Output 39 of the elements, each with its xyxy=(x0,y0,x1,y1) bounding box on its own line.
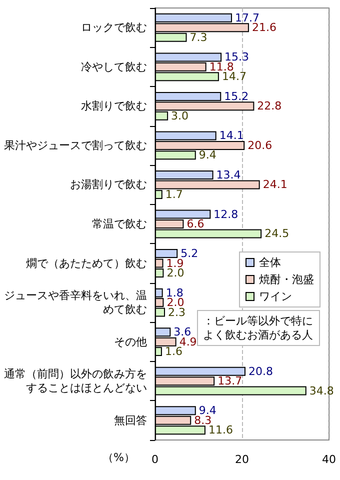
x-tick-label: 40 xyxy=(322,453,336,466)
data-label: 5.2 xyxy=(180,247,198,260)
y-tick-label: 無回答 xyxy=(114,414,147,427)
y-tick-label: 果汁やジュースで割って飲む xyxy=(4,138,147,152)
data-label: 2.3 xyxy=(168,306,186,319)
y-tick-label: ジュースや香辛料をいれ、温めて飲む xyxy=(4,289,147,316)
y-tick-label: ロックで飲む xyxy=(81,21,147,34)
data-label: 15.2 xyxy=(224,90,249,103)
annotation: ：ビール等以外で特によく飲むお酒がある人 xyxy=(203,314,313,342)
data-label: 24.5 xyxy=(264,227,290,240)
y-tick-label: お湯割りで飲む xyxy=(70,178,147,192)
y-tick-label: その他 xyxy=(114,335,147,348)
data-label: 2.0 xyxy=(166,266,184,280)
data-label: 7.3 xyxy=(190,30,208,44)
data-label: 14.1 xyxy=(219,129,244,142)
y-tick-label: 水割りで飲む xyxy=(81,100,147,113)
data-label: 9.4 xyxy=(198,148,216,162)
x-tick-label: 0 xyxy=(152,453,158,466)
x-axis-title: （%） xyxy=(102,451,135,464)
data-label: 3.0 xyxy=(171,109,189,122)
data-label: 21.6 xyxy=(252,21,276,34)
y-tick-label: 冷やして飲む xyxy=(81,60,147,74)
y-tick-label: 通常（前問）以外の飲み方をすることはほとんどない xyxy=(4,368,147,395)
data-label: 13.4 xyxy=(216,168,241,182)
x-tick-label: 20 xyxy=(235,453,249,466)
legend-label: 焼酎・泡盛 xyxy=(259,273,314,286)
y-tick-label: 燗で（あたためて）飲む xyxy=(26,256,147,270)
data-label: 12.8 xyxy=(214,208,238,221)
y-tick-label: 常温で飲む xyxy=(92,218,147,230)
data-label: 34.8 xyxy=(309,384,334,398)
legend-label: 全体 xyxy=(259,256,281,269)
data-label: 1.7 xyxy=(165,188,183,201)
data-label: 22.8 xyxy=(257,100,282,113)
data-label: 6.6 xyxy=(186,218,204,230)
data-label: 13.7 xyxy=(218,374,242,388)
data-label: 24.1 xyxy=(262,178,288,192)
data-label: 20.6 xyxy=(248,138,272,152)
data-label: 20.8 xyxy=(248,364,273,378)
legend-label: ワイン xyxy=(259,290,292,303)
